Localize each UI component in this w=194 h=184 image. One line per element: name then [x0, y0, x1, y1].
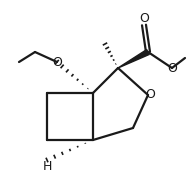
Polygon shape: [118, 49, 149, 68]
Text: O: O: [145, 89, 155, 102]
Text: O: O: [139, 11, 149, 24]
Text: H: H: [42, 160, 52, 173]
Text: O: O: [167, 63, 177, 75]
Text: O: O: [52, 56, 62, 68]
